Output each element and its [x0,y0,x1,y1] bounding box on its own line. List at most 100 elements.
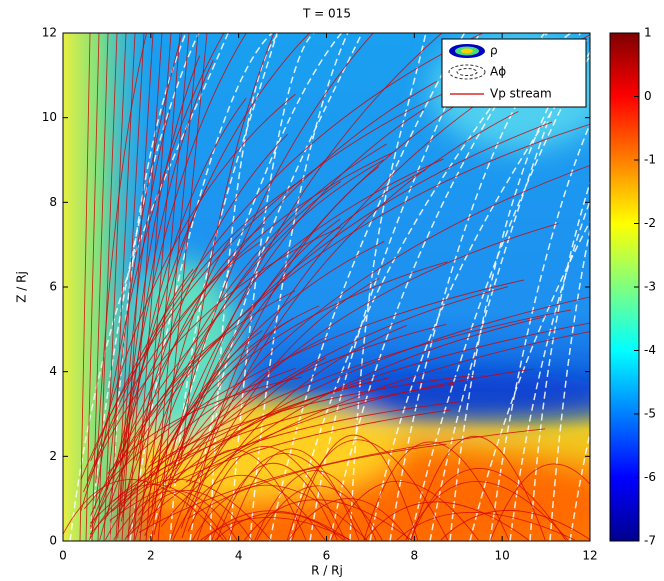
streamline [138,428,546,533]
colorbar-tick-label: -4 [644,343,656,357]
flux-contour [169,33,278,541]
streamline [147,108,425,523]
colorbar-tick-label: -7 [644,534,656,548]
streamline [144,336,328,536]
y-tick-label: 0 [49,534,57,548]
streamline [94,33,225,509]
streamline [160,316,546,527]
y-tick-label: 10 [42,110,57,124]
flux-contour [549,226,590,541]
flux-contour [489,122,590,541]
streamline [109,409,451,521]
streamline [330,480,479,541]
flux-contour [209,33,281,541]
streamline [107,123,590,482]
flux-contour [389,33,572,541]
streamline [139,33,181,541]
x-tick-label: 2 [147,549,155,563]
streamline [113,490,238,541]
flux-contour [509,198,590,541]
x-tick-label: 12 [582,549,597,563]
streamline [172,474,326,541]
streamline [120,133,288,522]
y-axis-label: Z / Rj [15,271,29,303]
streamline [157,33,208,541]
streamline [440,509,590,541]
colorbar-tick-label: -2 [644,216,656,230]
legend: ρ Aϕ Vp stream [441,38,587,108]
streamline [148,374,476,468]
colorbar-tick-label: -3 [644,280,656,294]
streamline [211,463,338,541]
streamline [151,33,199,541]
streamline [181,278,380,538]
streamline [405,480,569,541]
streamline [244,499,412,541]
colorbar-tick-label: -1 [644,153,656,167]
streamline [364,501,529,541]
y-tick-label: 4 [49,364,57,378]
streamline [89,377,389,535]
streamline [80,179,303,512]
streamline [409,468,567,541]
legend-label: ρ [490,44,498,58]
colorbar-tick-label: 1 [644,26,652,40]
x-tick-label: 0 [59,549,67,563]
streamline [119,143,387,514]
streamline [126,331,590,538]
streamline [174,33,443,467]
streamline [133,33,172,541]
streamline [135,223,265,461]
streamline [137,286,509,516]
streamline [63,479,224,541]
colorbar-tick-label: -5 [644,407,656,421]
streamline [363,441,510,541]
legend-label: Aϕ [490,65,506,79]
streamline [113,383,455,502]
streamline [90,158,444,516]
streamline [107,33,183,490]
streamline [197,446,346,541]
flux-contour [329,33,546,541]
y-tick-label: 2 [49,449,57,463]
streamline [214,512,345,541]
flux-contour [349,33,427,541]
x-tick-label: 8 [411,549,419,563]
legend-icon [448,64,486,80]
legend-label: Vp stream [490,87,552,101]
streamline [109,33,136,541]
streamline [169,169,426,478]
streamline [99,334,223,541]
streamline [117,109,171,539]
chart-title: T = 015 [302,7,351,21]
streamline [115,241,261,465]
y-tick-label: 6 [49,280,57,294]
streamline [80,91,447,480]
streamline [185,368,535,483]
streamline [204,510,350,541]
streamline [161,165,590,482]
streamline [150,296,590,503]
streamline [118,55,201,528]
streamline [144,159,385,468]
streamline [288,498,410,541]
streamline [97,33,118,541]
field [63,33,590,541]
colorbar-tick-label: -6 [644,470,656,484]
streamline [216,452,366,541]
streamline [79,33,91,541]
streamline [134,330,263,540]
streamline [85,33,100,541]
flux-contour [289,33,548,541]
streamline [256,485,383,541]
streamline [150,261,448,464]
streamline [194,380,376,471]
legend-icon [456,68,478,76]
streamline [121,33,154,541]
streamline [83,226,342,493]
flux-contour [89,33,200,541]
streamline [192,484,368,541]
streamline [105,478,272,541]
streamline [127,33,163,541]
